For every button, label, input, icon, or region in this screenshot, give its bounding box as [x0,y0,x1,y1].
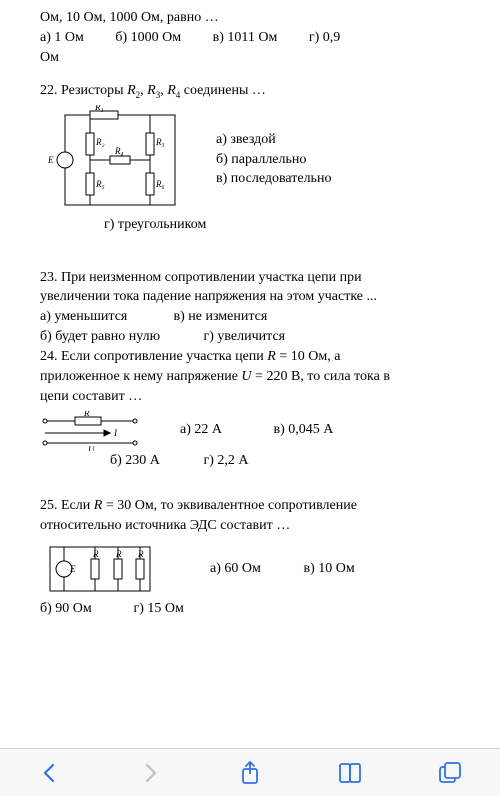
q21-c: в) 1011 Ом [213,30,278,45]
q22-pre: 22. Резисторы [40,83,127,98]
q24-l2: приложенное к нему напряжение U = 220 В,… [40,368,470,387]
svg-text:R₂: R₂ [95,137,105,147]
q23-b: б) будет равно нулю [40,328,200,347]
svg-text:E: E [47,155,54,165]
page-content: Ом, 10 Ом, 1000 Ом, равно … а) 1 Ом б) 1… [0,0,500,619]
q21-frag-line1: Ом, 10 Ом, 1000 Ом, равно … [40,9,470,28]
q22-r3: R [147,83,156,98]
q24-R: R [267,349,276,364]
q24-l2post: = 220 В, то сила тока в [255,369,390,384]
q25-l1pre: 25. Если [40,498,94,513]
svg-text:R: R [83,411,90,418]
q25-c: в) 10 Ом [304,561,355,576]
svg-text:I: I [113,428,118,438]
q23-l2: увеличении тока падение напряжения на эт… [40,288,470,307]
svg-text:R: R [92,549,99,559]
q21-d: г) 0,9 [309,30,340,45]
q25-l1post: = 30 Ом, то эквивалентное сопротивление [102,498,357,513]
q24-c: в) 0,045 А [274,422,334,437]
svg-text:R₁: R₁ [94,105,104,112]
svg-text:R₆: R₆ [155,179,165,189]
q25-l2: относительно источника ЭДС составит … [40,517,470,536]
q22-r2: R [127,83,136,98]
q24-answers-row2: б) 230 А г) 2,2 А [110,452,470,471]
q23-d: г) увеличится [204,329,286,344]
q23-l1: 23. При неизменном сопротивлении участка… [40,269,470,288]
q22-d: г) треугольником [104,216,470,235]
q24-b: б) 230 А [110,452,200,471]
back-button[interactable] [36,759,64,787]
q23-c: в) не изменится [174,309,268,324]
svg-text:E: E [69,564,76,574]
q25-b: б) 90 Ом [40,600,130,619]
q24-l1pre: 24. Если сопротивление участка цепи [40,349,267,364]
q23-row1: а) уменьшится в) не изменится [40,308,470,327]
svg-text:R₅: R₅ [95,179,105,189]
q24-l3: цепи составит … [40,388,470,407]
q25-answers-row2: б) 90 Ом г) 15 Ом [40,600,470,619]
q25-a: а) 60 Ом [210,560,300,579]
q21-b: б) 1000 Ом [115,30,181,45]
svg-text:R: R [137,549,144,559]
share-button[interactable] [236,759,264,787]
q25-circuit-diagram: E R R R [40,539,160,599]
q22-answers-col: а) звездой б) параллельно в) последовате… [216,130,331,189]
q24-a: а) 22 А [180,421,270,440]
q23-row2: б) будет равно нулю г) увеличится [40,328,470,347]
q22-a: а) звездой [216,130,331,150]
q21-answers: а) 1 Ом б) 1000 Ом в) 1011 Ом г) 0,9 [40,29,470,48]
q24-d: г) 2,2 А [204,453,249,468]
q25-d: г) 15 Ом [134,601,184,616]
svg-text:U: U [88,445,95,451]
q24-circuit-diagram: R I U [40,411,140,451]
q22-post: соединены … [180,83,266,98]
q24-block: R I U а) 22 А в) 0,045 А [40,411,470,451]
q25-block: E R R R а) 60 Ом в) 10 Ом [40,539,470,599]
q25-answers-row1: а) 60 Ом в) 10 Ом [210,560,355,579]
q25-l1: 25. Если R = 30 Ом, то эквивалентное соп… [40,497,470,516]
svg-text:R₃: R₃ [155,137,165,147]
q24-U: U [241,369,255,384]
bookmarks-button[interactable] [336,759,364,787]
q22-circuit-diagram: E R₁ R₂ R₃ R₄ R₅ R₆ [40,105,190,215]
q22-block: E R₁ R₂ R₃ R₄ R₅ R₆ а) звездой б) паралл… [40,105,470,215]
q21-d-unit: Ом [40,49,470,68]
bottom-toolbar [0,748,500,796]
q22-b: б) параллельно [216,150,331,170]
q24-l1post: = 10 Ом, а [276,349,341,364]
q22-prompt: 22. Резисторы R2, R3, R4 соединены … [40,82,470,101]
q22-r4: R [167,83,176,98]
tabs-button[interactable] [436,759,464,787]
q23-a: а) уменьшится [40,308,170,327]
q24-l1: 24. Если сопротивление участка цепи R = … [40,348,470,367]
svg-text:R₄: R₄ [114,146,124,156]
q24-answers-row1: а) 22 А в) 0,045 А [180,421,333,440]
q22-c: в) последовательно [216,169,331,189]
svg-text:R: R [115,549,122,559]
forward-button[interactable] [136,759,164,787]
q24-l2pre: приложенное к нему напряжение [40,369,241,384]
q21-a: а) 1 Ом [40,30,84,45]
